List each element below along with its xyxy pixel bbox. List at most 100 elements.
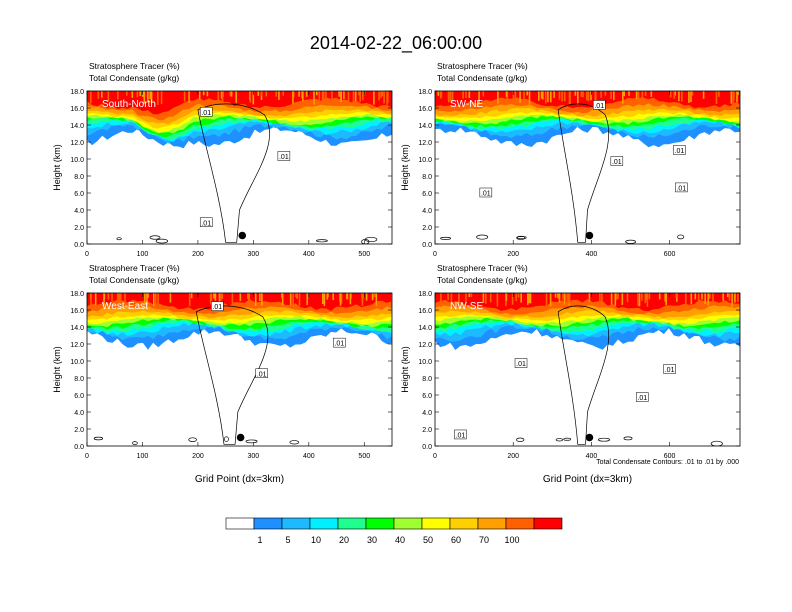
contour-label: .01 [255, 368, 268, 378]
y-tick-label: 18.0 [418, 89, 432, 96]
figure-title: 2014-02-22_06:00:00 [310, 33, 482, 54]
x-tick-label: 200 [507, 251, 519, 258]
tracer-streak [540, 91, 543, 99]
contour-label-text: .01 [201, 220, 211, 227]
contour-small-cell [245, 439, 258, 444]
tracer-streak [292, 91, 294, 104]
contour-label-text: .01 [637, 395, 647, 402]
y-tick-label: 8.0 [422, 174, 432, 181]
x-tick-label: 600 [664, 453, 676, 460]
x-axis-label: Grid Point (dx=3km) [195, 474, 284, 485]
tracer-streak [730, 91, 733, 104]
tracer-streak [468, 91, 471, 98]
tracer-streak [635, 91, 638, 100]
tracer-streak [260, 91, 263, 96]
tracer-streak [261, 293, 263, 306]
tracer-streak [600, 91, 602, 98]
y-tick-label: 2.0 [74, 225, 84, 232]
tracer-streak [482, 293, 485, 303]
y-tick-label: 6.0 [74, 191, 84, 198]
contour-label-box [514, 358, 528, 368]
tracer-streak [378, 91, 380, 101]
panel-header-line2: Total Condensate (g/kg) [437, 275, 527, 285]
contour-small-cell [597, 437, 611, 442]
y-tick-label: 10.0 [418, 359, 432, 366]
colorbar-swatch [365, 517, 395, 530]
contour-small-cell [116, 237, 122, 241]
x-tick-label: 200 [192, 453, 204, 460]
x-tick-label: 400 [586, 453, 598, 460]
tracer-streak [727, 293, 729, 298]
tracer-streak [325, 91, 327, 101]
tracer-streak [690, 91, 692, 103]
panel-header-line1: Stratosphere Tracer (%) [89, 263, 180, 273]
x-tick-label: 600 [664, 251, 676, 258]
contour-small-cell [555, 438, 564, 442]
tracer-streak [496, 293, 499, 307]
colorbar-label: 60 [451, 535, 461, 545]
tracer-streak [529, 293, 532, 304]
tracer-streak [111, 293, 113, 302]
plot-frame [86, 292, 393, 447]
y-axis-label: Height (km) [400, 144, 410, 191]
tracer-streak [610, 293, 613, 305]
tracer-streak [517, 293, 520, 298]
tracer-streak [383, 91, 385, 104]
contour-label-box [675, 182, 688, 193]
tracer-streak [169, 293, 172, 303]
contour-tower [195, 305, 269, 445]
tracer-streak [462, 91, 464, 99]
tracer-streak [373, 91, 375, 105]
x-tick-label: 500 [358, 453, 370, 460]
tracer-streak [107, 91, 110, 102]
y-axis-label: Height (km) [52, 346, 62, 393]
tracer-streak [361, 293, 364, 306]
tracer-streak [694, 293, 697, 300]
tracer-streak [321, 91, 324, 101]
tracer-streak [737, 293, 739, 302]
tracer-streak [566, 293, 569, 303]
panel-header-line1: Stratosphere Tracer (%) [437, 61, 528, 71]
contour-small-cell [625, 239, 637, 244]
x-tick-label: 400 [303, 453, 315, 460]
y-axis-label: Height (km) [52, 144, 62, 191]
tracer-streak [702, 91, 705, 99]
tracer-streak [90, 91, 92, 104]
y-tick-label: 14.0 [70, 325, 84, 332]
y-tick-label: 16.0 [70, 106, 84, 113]
tracer-streak [594, 91, 596, 103]
contour-label-text: .01 [201, 110, 211, 117]
panel-header-line2: Total Condensate (g/kg) [89, 73, 179, 83]
tracer-streak [327, 293, 329, 297]
y-tick-label: 12.0 [70, 140, 84, 147]
condensate-contours [440, 103, 685, 244]
tracer-streak [440, 293, 442, 307]
contour-label: .01 [199, 217, 213, 227]
heatmap-field: .01 .01 .01 .01 [435, 293, 740, 446]
tracer-streak [451, 91, 454, 103]
contour-label-text: .01 [665, 367, 675, 374]
tracer-streak [558, 91, 561, 100]
y-tick-label: 18.0 [70, 291, 84, 298]
tracer-streak [323, 293, 326, 307]
contour-label-text: .01 [612, 159, 622, 166]
panel-header-line1: Stratosphere Tracer (%) [89, 61, 180, 71]
tracer-streak [665, 293, 667, 306]
tracer-streak [512, 91, 515, 101]
tracer-streak [641, 293, 643, 301]
tracer-streak [568, 91, 571, 105]
contour-small-cell [516, 236, 527, 240]
x-tick-label: 300 [248, 453, 260, 460]
tracer-streak [580, 91, 583, 97]
colorbar-label: 100 [504, 535, 519, 545]
tracer-streak [160, 91, 163, 104]
contour-label-box [663, 364, 676, 374]
contour-label: .01 [211, 301, 224, 311]
colorbar-swatch [281, 517, 311, 530]
tracer-streak [157, 293, 159, 305]
tracer-streak [235, 91, 237, 103]
tracer-streak [221, 91, 224, 104]
y-tick-label: 12.0 [418, 140, 432, 147]
tracer-streak [437, 91, 440, 96]
y-tick-label: 14.0 [70, 123, 84, 130]
